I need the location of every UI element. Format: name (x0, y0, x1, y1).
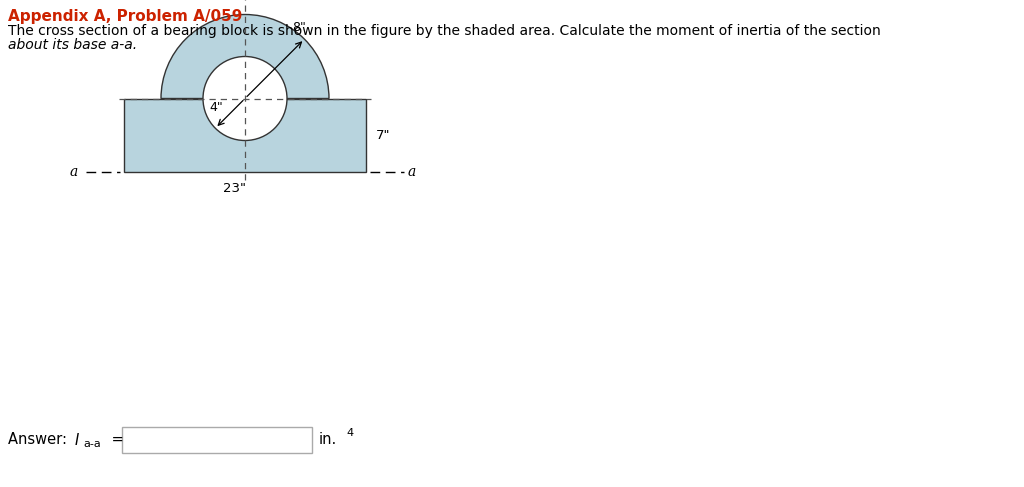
Text: a: a (408, 165, 416, 179)
Text: a-a: a-a (83, 439, 100, 449)
Text: $I$: $I$ (74, 432, 80, 448)
Text: in.: in. (319, 432, 337, 448)
Circle shape (203, 56, 287, 141)
Text: 4": 4" (209, 101, 223, 114)
Bar (124, 98, 366, 172)
Text: about its base a-a.: about its base a-a. (8, 38, 137, 52)
Wedge shape (161, 15, 329, 98)
Text: 4: 4 (346, 428, 353, 438)
Text: a: a (70, 165, 78, 179)
Text: Appendix A, Problem A/059: Appendix A, Problem A/059 (8, 9, 243, 24)
Text: Answer:: Answer: (8, 432, 72, 448)
Text: 23": 23" (223, 182, 247, 194)
Text: 8": 8" (293, 20, 306, 34)
Text: The cross section of a bearing block is shown in the figure by the shaded area. : The cross section of a bearing block is … (8, 24, 881, 38)
Text: =: = (106, 432, 124, 448)
Text: 7": 7" (376, 129, 390, 142)
FancyBboxPatch shape (122, 427, 312, 453)
